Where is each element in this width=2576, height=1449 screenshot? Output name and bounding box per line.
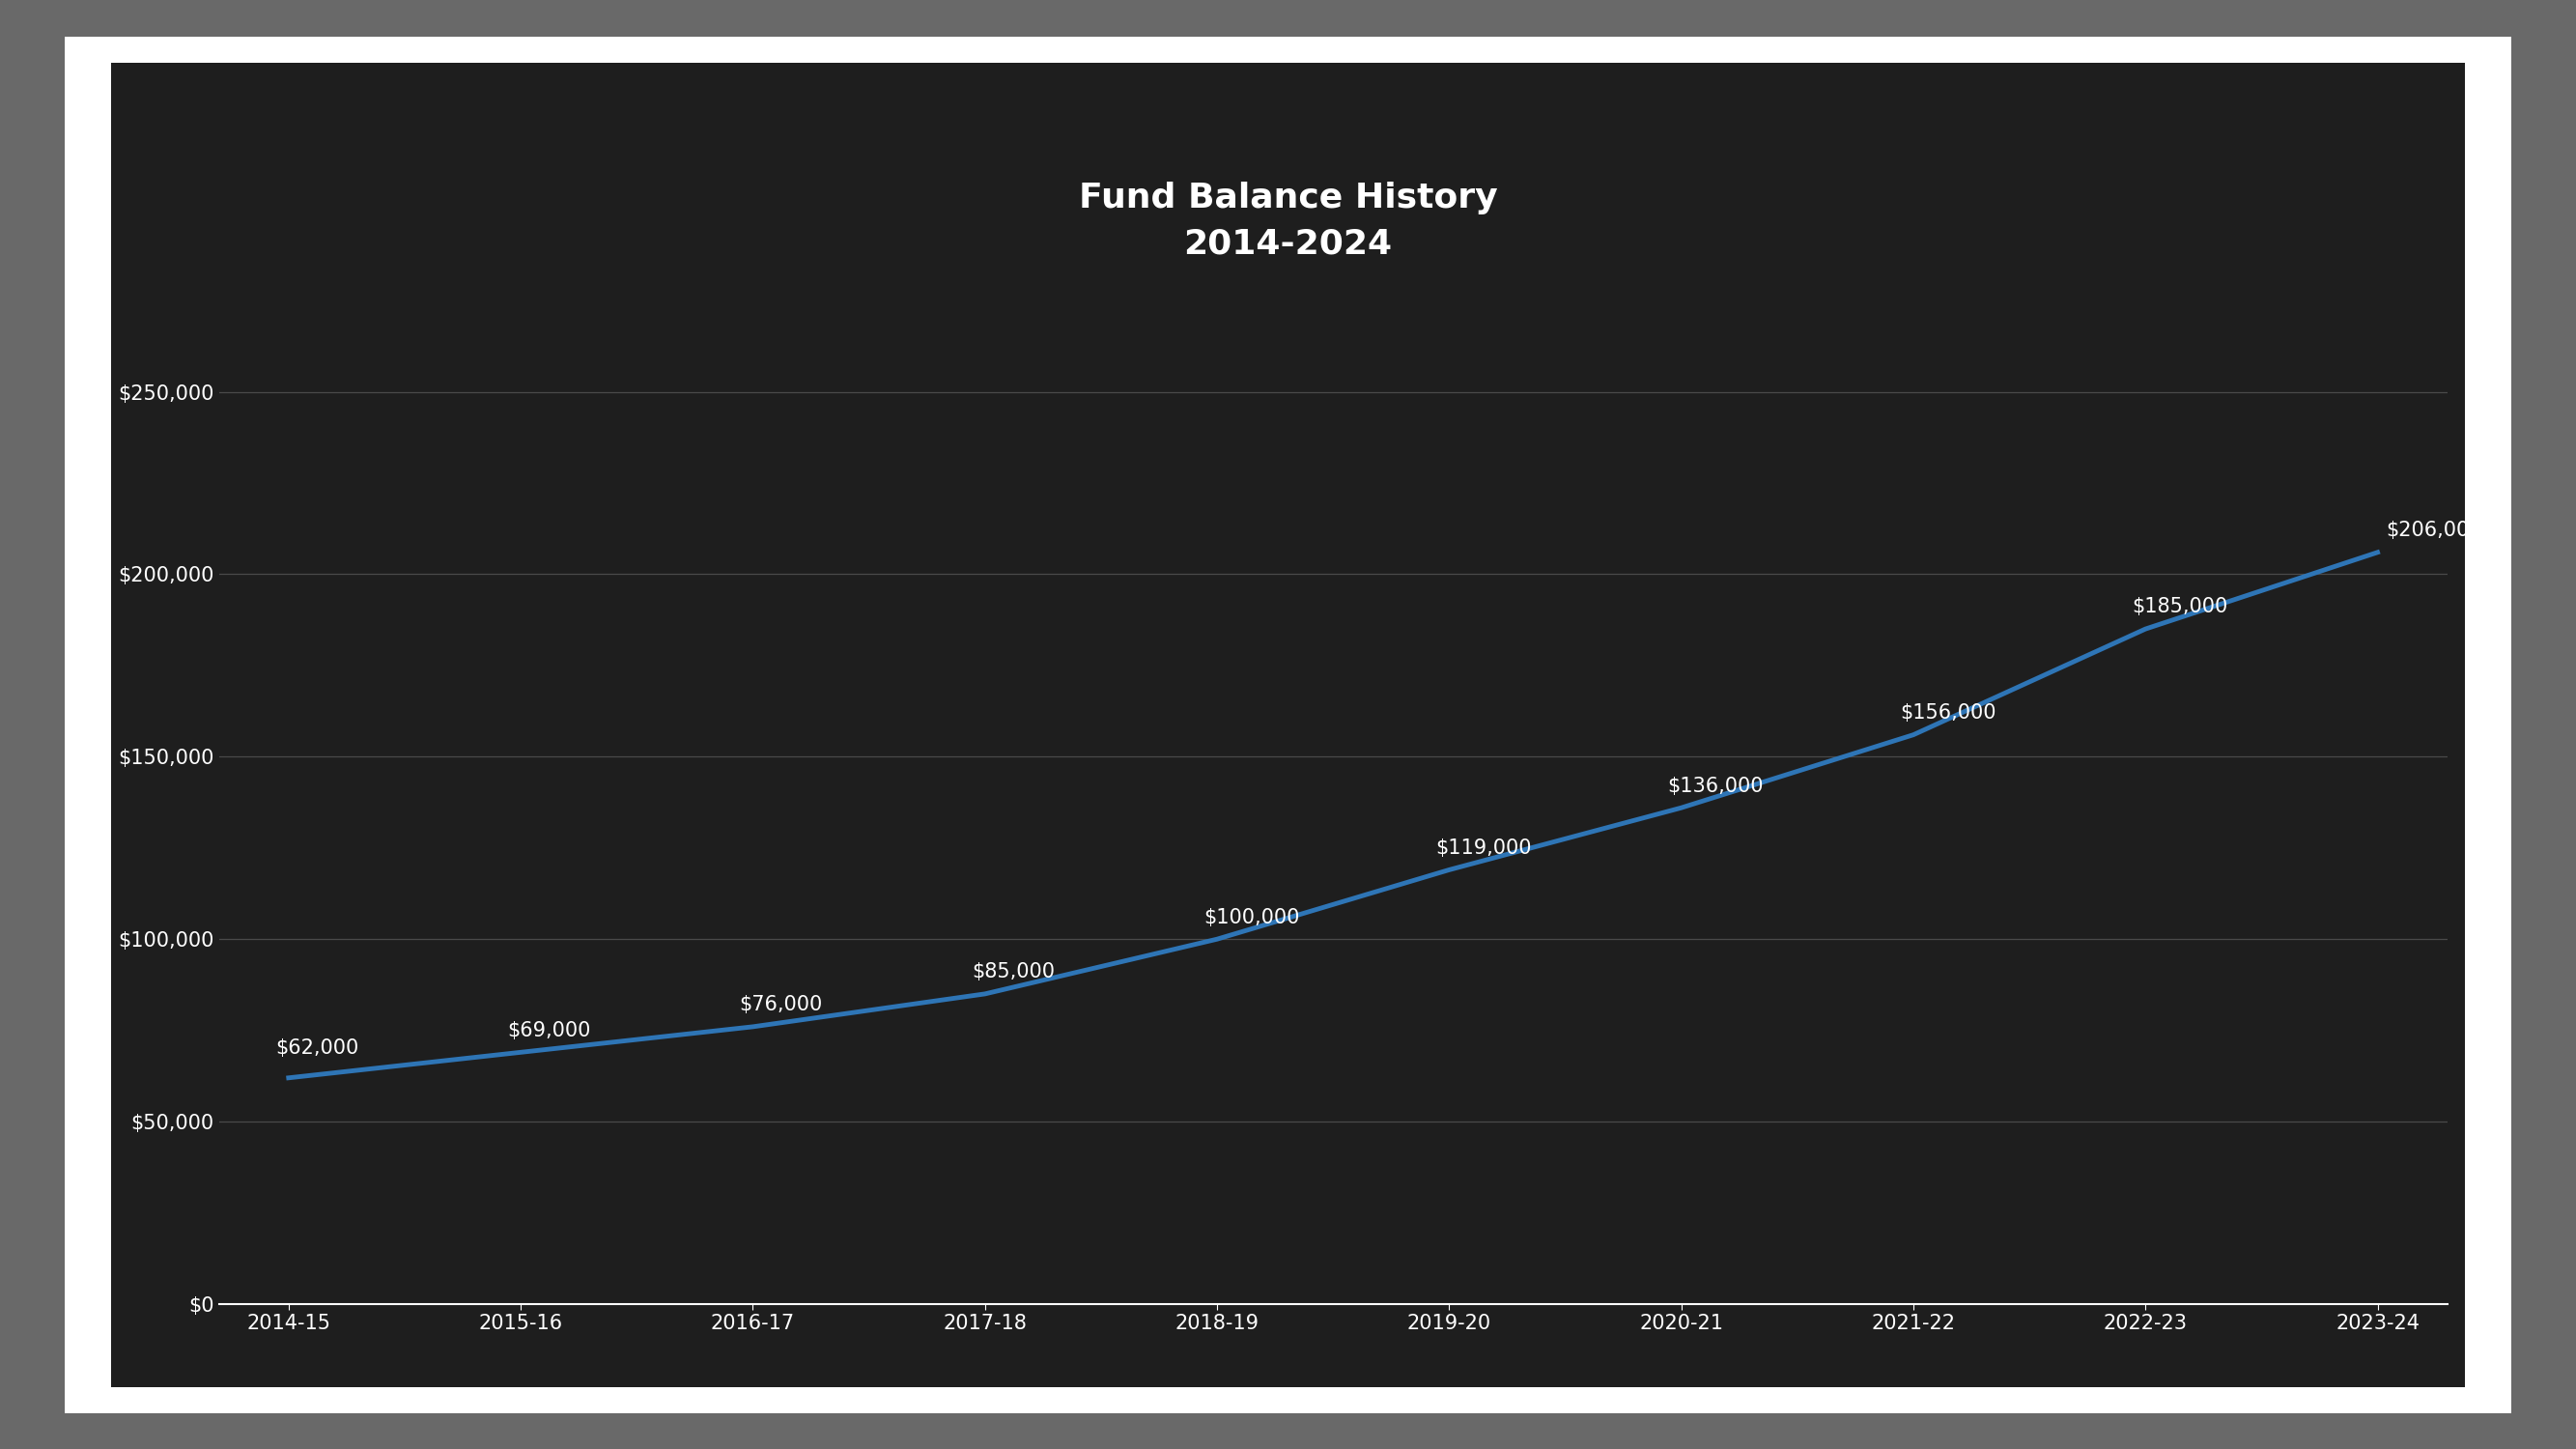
Text: $69,000: $69,000 — [507, 1020, 590, 1040]
Text: $62,000: $62,000 — [276, 1039, 358, 1058]
Text: $76,000: $76,000 — [739, 995, 822, 1014]
Text: $136,000: $136,000 — [1667, 777, 1765, 796]
Text: $185,000: $185,000 — [2133, 597, 2228, 617]
Text: $156,000: $156,000 — [1901, 703, 1996, 723]
Text: $100,000: $100,000 — [1203, 907, 1301, 927]
Text: $206,000: $206,000 — [2385, 520, 2481, 540]
Text: $85,000: $85,000 — [971, 962, 1054, 981]
Text: Fund Balance History
2014-2024: Fund Balance History 2014-2024 — [1079, 183, 1497, 261]
Text: $119,000: $119,000 — [1435, 839, 1533, 858]
